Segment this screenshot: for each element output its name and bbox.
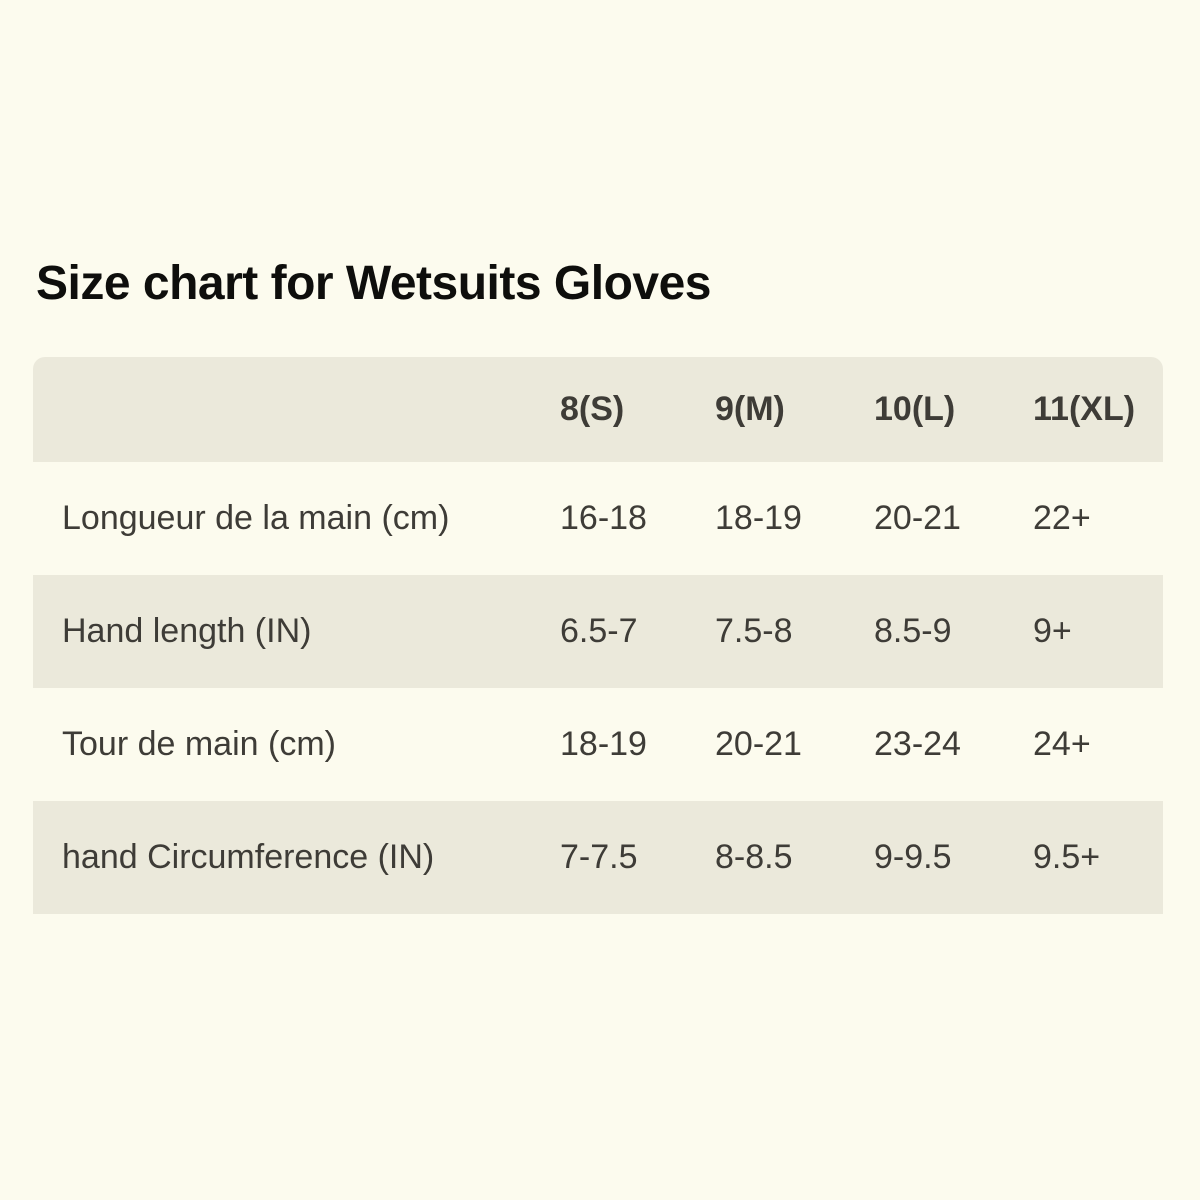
table-cell: 6.5-7: [560, 612, 638, 651]
table-cell: 16-18: [560, 499, 647, 538]
table-row-hand-length-cm: Longueur de la main (cm) 16-18 18-19 20-…: [33, 462, 1163, 575]
header-cell-9m: 9(M): [715, 390, 785, 429]
table-row-hand-length-in: Hand length (IN) 6.5-7 7.5-8 8.5-9 9+: [33, 575, 1163, 688]
table-cell: 7-7.5: [560, 838, 638, 877]
header-cell-11xl: 11(XL): [1033, 390, 1136, 429]
table-cell: 18-19: [560, 725, 647, 764]
table-row-hand-circumference-in: hand Circumference (IN) 7-7.5 8-8.5 9-9.…: [33, 801, 1163, 914]
row-label: Longueur de la main (cm): [62, 499, 450, 538]
table-header-row: 8(S) 9(M) 10(L) 11(XL): [33, 357, 1163, 462]
table-cell: 9.5+: [1033, 838, 1101, 877]
page-title: Size chart for Wetsuits Gloves: [36, 257, 711, 310]
table-cell: 8.5-9: [874, 612, 952, 651]
row-label: Tour de main (cm): [62, 725, 336, 764]
row-label: hand Circumference (IN): [62, 838, 435, 877]
table-cell: 22+: [1033, 499, 1091, 538]
header-cell-10l: 10(L): [874, 390, 956, 429]
table-cell: 9+: [1033, 612, 1072, 651]
table-cell: 9-9.5: [874, 838, 952, 877]
row-label: Hand length (IN): [62, 612, 312, 651]
table-cell: 20-21: [874, 499, 961, 538]
table-cell: 18-19: [715, 499, 802, 538]
table-cell: 23-24: [874, 725, 961, 764]
table-row-hand-circumference-cm: Tour de main (cm) 18-19 20-21 23-24 24+: [33, 688, 1163, 801]
table-cell: 7.5-8: [715, 612, 793, 651]
size-chart-table: 8(S) 9(M) 10(L) 11(XL) Longueur de la ma…: [33, 357, 1163, 914]
header-cell-8s: 8(S): [560, 390, 625, 429]
table-cell: 20-21: [715, 725, 802, 764]
table-cell: 24+: [1033, 725, 1091, 764]
table-cell: 8-8.5: [715, 838, 793, 877]
